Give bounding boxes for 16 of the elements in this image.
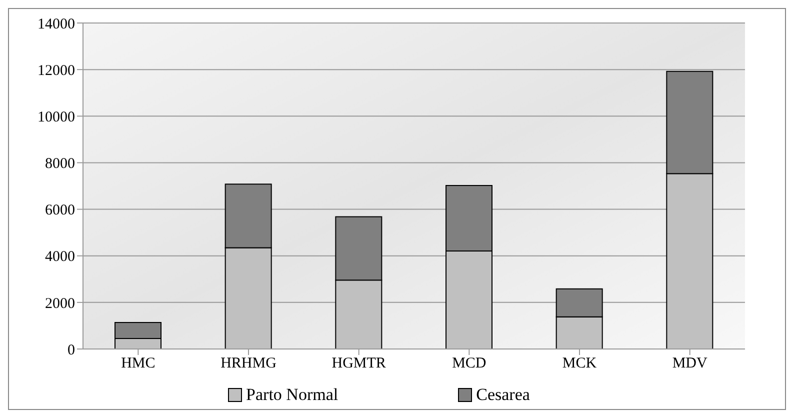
y-tick-label: 8000 xyxy=(45,156,75,172)
y-tick-label: 12000 xyxy=(38,62,75,79)
legend-label: Parto Normal xyxy=(246,385,338,405)
x-tick-label: MCD xyxy=(452,356,486,372)
y-tick-label: 10000 xyxy=(38,109,75,126)
y-tick-label: 14000 xyxy=(38,16,75,32)
y-tick-label: 6000 xyxy=(45,202,75,219)
x-tick-label: HGMTR xyxy=(332,356,386,372)
x-tick-label: MCK xyxy=(562,356,597,372)
y-tick-label: 2000 xyxy=(45,296,75,312)
y-tick-label: 0 xyxy=(68,342,75,358)
x-tick-label: MDV xyxy=(672,356,708,372)
legend-label: Cesarea xyxy=(476,385,530,405)
y-tick-label: 4000 xyxy=(45,249,75,266)
x-tick-label: HMC xyxy=(121,356,156,372)
x-tick-label: HRHMG xyxy=(220,356,277,372)
